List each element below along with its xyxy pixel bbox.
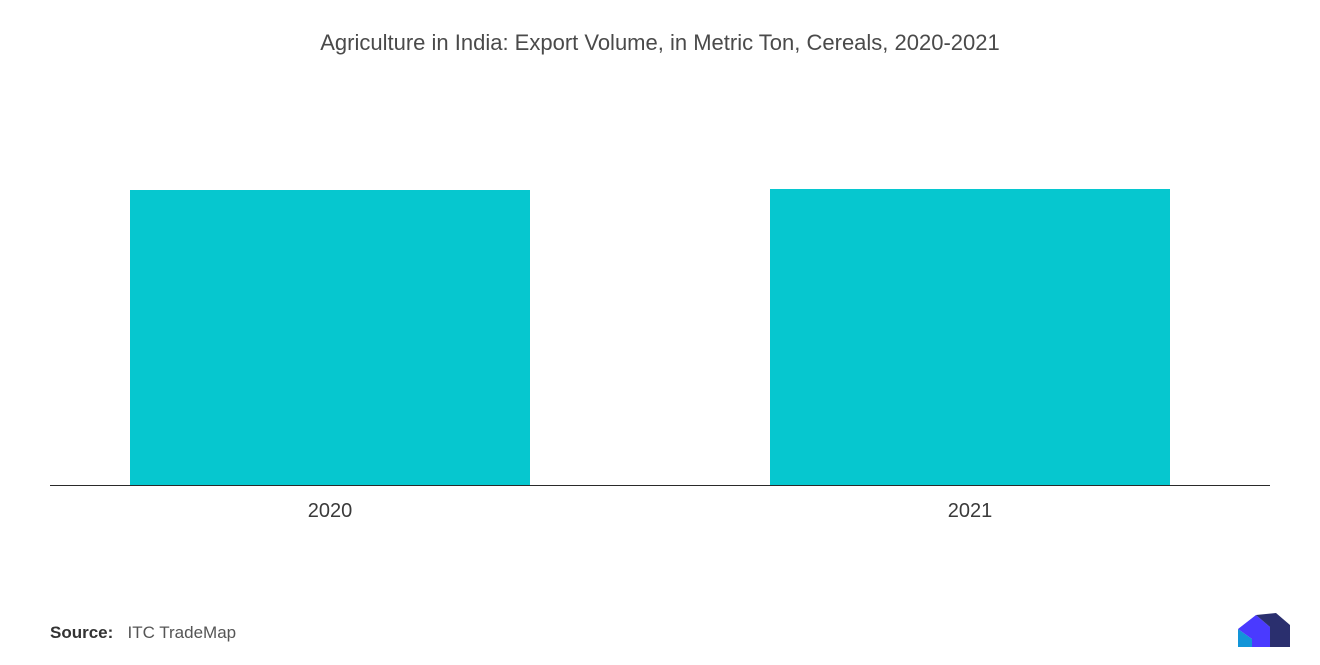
x-axis-baseline — [50, 485, 1270, 486]
bar-rect-2021 — [770, 189, 1170, 486]
source-label: Source: — [50, 623, 113, 642]
chart-container: Agriculture in India: Export Volume, in … — [0, 0, 1320, 665]
bar-label-2020: 2020 — [130, 486, 530, 523]
source-text: ITC TradeMap — [127, 623, 236, 642]
bar-rect-2020 — [130, 190, 530, 486]
chart-title: Agriculture in India: Export Volume, in … — [50, 30, 1270, 56]
plot-area: 33.25 2020 33.28 2021 — [50, 116, 1270, 556]
bar-label-2021: 2021 — [770, 486, 1170, 523]
mordor-logo-icon — [1238, 613, 1290, 647]
source-footer: Source: ITC TradeMap — [50, 623, 236, 643]
